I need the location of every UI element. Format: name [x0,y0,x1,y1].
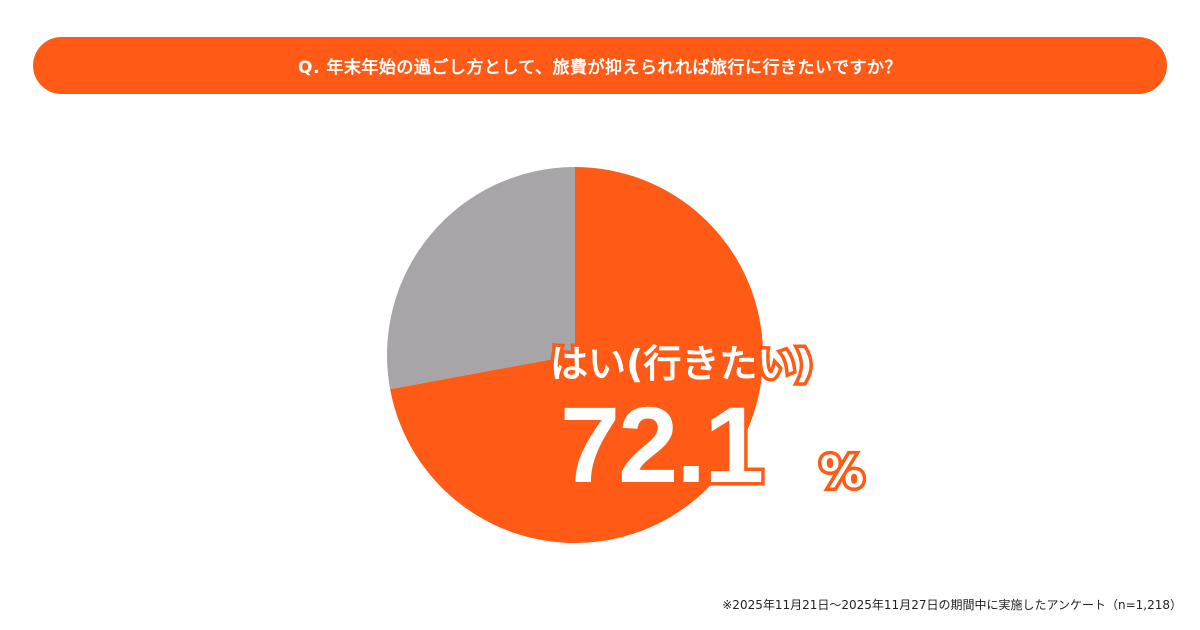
pie-slice-yes [390,167,763,543]
highlight-label: はい(行きたい) [547,339,817,390]
survey-footnote: ※2025年11月21日～2025年11月27日の期間中に実施したアンケート（n… [722,598,1182,612]
highlight-unit: % [816,444,867,502]
question-banner: Q. 年末年始の過ごし方として、旅費が抑えられれば旅行に行きたいですか？ [33,37,1167,94]
highlight-value: 72.1 [556,381,767,509]
question-title: Q. 年末年始の過ごし方として、旅費が抑えられれば旅行に行きたいですか？ [298,58,902,78]
pie-slice-other [386,167,575,390]
